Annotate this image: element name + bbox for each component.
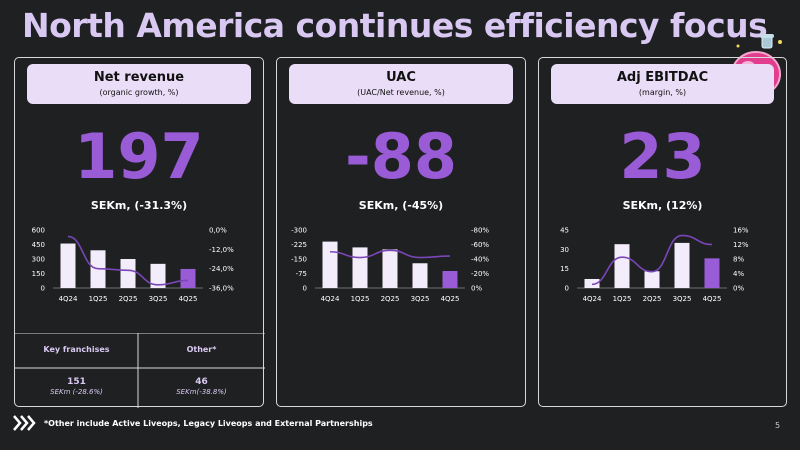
bar-4Q24: [60, 243, 76, 288]
x-tick-label: 4Q25: [441, 295, 460, 303]
x-tick-label: 3Q25: [411, 295, 430, 303]
key-franchises-value: 151: [67, 377, 86, 387]
y-right-tick-label: -36,0%: [209, 285, 234, 293]
bar-3Q25: [674, 242, 690, 288]
x-tick-label: 3Q25: [149, 295, 168, 303]
y-right-tick-label: -40%: [471, 256, 489, 264]
series-line: [329, 249, 451, 259]
x-tick-label: 4Q24: [321, 295, 340, 303]
y-right-tick-label: -24,0%: [209, 265, 234, 273]
y-right-tick-label: -60%: [471, 241, 489, 249]
y-right-tick-label: 0%: [733, 285, 744, 293]
y-left-tick-label: 0: [565, 285, 569, 293]
y-left-tick-label: 0: [41, 285, 45, 293]
y-left-tick-label: 300: [32, 256, 45, 264]
net-revenue-panel: Net revenue (organic growth, %) 197 SEKm…: [14, 57, 265, 408]
bar-1Q25: [352, 247, 368, 288]
x-tick-label: 4Q25: [179, 295, 198, 303]
x-tick-label: 1Q25: [613, 295, 632, 303]
bar-3Q25: [412, 263, 428, 288]
uac-chart: 0 -75 -150 -225 -300 0% -20% -40% -60% -80% 4Q24 1Q…: [291, 227, 489, 304]
bar-2Q25: [120, 259, 136, 288]
company-logo-icon: [13, 415, 36, 431]
x-tick-label: 1Q25: [351, 295, 370, 303]
y-left-tick-label: 45: [560, 227, 569, 235]
adj-ebitdac-value: 23: [619, 120, 706, 193]
y-right-tick-label: -20%: [471, 270, 489, 278]
other-cell: 46 SEKm(-38.8%): [138, 377, 265, 396]
series-line: [67, 235, 189, 286]
uac-sub: SEKm, (-45%): [358, 199, 444, 212]
adj-ebitdac-header: Adj EBITDAC (margin, %): [551, 64, 774, 104]
franchise-table: Key franchises Other* 151 SEKm (-28.6%) …: [15, 333, 265, 408]
y-right-tick-label: 12%: [733, 241, 749, 249]
uac-title: UAC: [386, 70, 416, 85]
net-revenue-header: Net revenue (organic growth, %): [27, 64, 251, 104]
bar-2Q25: [382, 249, 398, 288]
y-right-tick-label: 0,0%: [209, 227, 227, 235]
net-revenue-title: Net revenue: [93, 70, 185, 85]
x-tick-label: 2Q25: [119, 295, 138, 303]
adj-ebitdac-chart: 0 15 30 45 0% 4% 8% 12% 16% 4Q24 1Q25 2Q25 3Q25 4Q25: [560, 227, 749, 304]
page-title: North America continues efficiency focus: [22, 6, 768, 45]
y-left-tick-label: 15: [560, 265, 569, 273]
other-label: Other*: [186, 345, 217, 354]
x-tick-label: 3Q25: [673, 295, 692, 303]
bar-4Q25: [180, 268, 196, 288]
bar-4Q24: [322, 241, 338, 288]
bar-2Q25: [644, 271, 660, 288]
bar-4Q25: [704, 258, 720, 288]
net-revenue-value: 197: [74, 120, 204, 193]
y-right-tick-label: 16%: [733, 227, 749, 235]
uac-value: -88: [344, 120, 457, 193]
uac-panel: UAC (UAC/Net revenue, %) -88 SEKm, (-45%…: [276, 57, 526, 407]
y-left-tick-label: 450: [32, 241, 45, 249]
adj-ebitdac-sub: SEKm, (12%): [622, 199, 703, 212]
uac-subtitle: (UAC/Net revenue, %): [357, 88, 445, 97]
uac-header: UAC (UAC/Net revenue, %): [289, 64, 513, 104]
y-left-tick-label: -150: [291, 256, 307, 264]
x-tick-label: 4Q25: [703, 295, 722, 303]
other-note: SEKm(-38.8%): [176, 388, 227, 396]
y-right-tick-label: 8%: [733, 256, 744, 264]
adj-ebitdac-panel: Adj EBITDAC (margin, %) 23 SEKm, (12%) 0…: [538, 57, 787, 407]
adj-ebitdac-subtitle: (margin, %): [638, 88, 687, 97]
bar-4Q24: [584, 278, 600, 288]
y-left-tick-label: 30: [560, 246, 569, 254]
key-franchises-label: Key franchises: [43, 345, 110, 354]
y-left-tick-label: -300: [291, 227, 307, 235]
net-revenue-subtitle: (organic growth, %): [99, 88, 179, 97]
x-tick-label: 4Q24: [59, 295, 78, 303]
y-right-tick-label: -12,0%: [209, 246, 234, 254]
net-revenue-sub: SEKm, (-31.3%): [90, 199, 188, 212]
footnote: *Other include Active Liveops, Legacy Li…: [44, 419, 373, 428]
y-right-tick-label: 4%: [733, 270, 744, 278]
y-right-tick-label: 0%: [471, 285, 482, 293]
x-tick-label: 4Q24: [583, 295, 602, 303]
y-left-tick-label: 0: [303, 285, 307, 293]
bar-4Q25: [442, 270, 458, 288]
adj-ebitdac-title: Adj EBITDAC: [616, 70, 709, 85]
key-franchises-note: SEKm (-28.6%): [50, 388, 103, 396]
page-number: 5: [775, 421, 781, 430]
x-tick-label: 1Q25: [89, 295, 108, 303]
y-right-tick-label: -80%: [471, 227, 489, 235]
key-franchises-cell: 151 SEKm (-28.6%): [15, 377, 138, 396]
other-value: 46: [195, 377, 208, 387]
y-left-tick-label: 150: [32, 270, 45, 278]
bar-1Q25: [614, 244, 630, 288]
y-left-tick-label: 600: [32, 227, 45, 235]
bar-3Q25: [150, 263, 166, 288]
y-left-tick-label: -75: [296, 270, 307, 278]
x-tick-label: 2Q25: [381, 295, 400, 303]
y-left-tick-label: -225: [291, 241, 307, 249]
net-revenue-chart: 0 150 300 450 600 -36,0% -24,0% -12,0% 0,0% 4Q24 1…: [32, 227, 234, 304]
series-line: [591, 234, 713, 286]
x-tick-label: 2Q25: [643, 295, 662, 303]
